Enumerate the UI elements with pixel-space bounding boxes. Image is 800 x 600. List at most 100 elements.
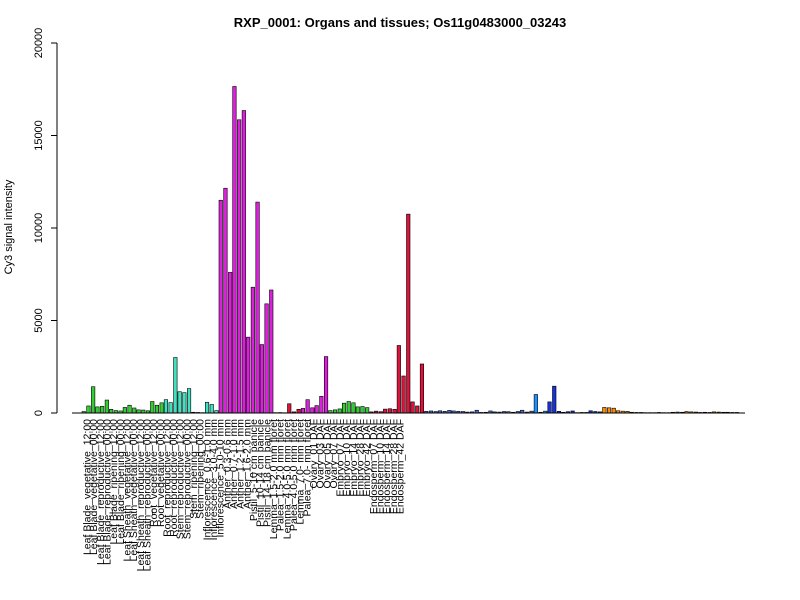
bar bbox=[95, 406, 100, 414]
y-tick-label: 5000 bbox=[33, 308, 45, 332]
x-tick-label: Embryo_42 DAF bbox=[361, 419, 373, 497]
x-tick-label: Stem_ripening_00:00 bbox=[195, 419, 207, 519]
y-tick-label: 10000 bbox=[33, 213, 45, 244]
y-tick-label: 15000 bbox=[33, 120, 45, 151]
x-tick-label: Pistil_10-14 cm panicle bbox=[255, 419, 267, 527]
x-tick-label: Leaf Blade_reproductive_12:00 bbox=[95, 419, 107, 565]
bar bbox=[552, 385, 557, 414]
x-tick-label: Anther_0.3-0.6 mm bbox=[221, 419, 233, 509]
chart-title: RXP_0001: Organs and tissues; Os11g04830… bbox=[234, 15, 566, 30]
bar bbox=[109, 408, 114, 414]
x-tick-label: Embryo_10 DAF bbox=[341, 419, 353, 497]
x-tick-label: Root_vegetative_00:00 bbox=[155, 419, 167, 527]
y-tick-label: 20000 bbox=[33, 28, 45, 59]
x-tick-label: Stem_ripening_12:00 bbox=[188, 419, 200, 519]
x-tick-label: Embryo_14 DAF bbox=[348, 419, 360, 497]
x-tick-label: Root_reproductive_00:00 bbox=[168, 419, 180, 537]
bar bbox=[237, 119, 242, 414]
bar bbox=[228, 272, 233, 414]
x-tick-label: Inflorescence_0.6-1.0 mm bbox=[201, 419, 213, 541]
x-tick-label: Pistil_14-18 cm panicle bbox=[261, 419, 273, 527]
bar bbox=[305, 399, 310, 414]
x-tick-label: Inflorescence_3.0-4.0 mm bbox=[208, 419, 220, 541]
bar bbox=[410, 401, 415, 414]
bar bbox=[415, 405, 420, 414]
x-tick-label: Ovary_05 DAF bbox=[321, 419, 333, 488]
bar bbox=[355, 406, 360, 414]
bar bbox=[387, 408, 392, 414]
bar bbox=[187, 388, 192, 414]
bar bbox=[300, 408, 306, 414]
x-tick-label: Embryo_07 DAF bbox=[335, 419, 347, 497]
bar bbox=[341, 402, 347, 414]
bar bbox=[314, 405, 319, 414]
x-tick-label: Ovary_01 DAF bbox=[308, 419, 320, 488]
x-tick-label: Palea_4.0-5.0 mm floret bbox=[288, 419, 300, 531]
bar bbox=[209, 404, 214, 414]
x-tick-label: Leaf Blade_vegetative_12:00 bbox=[82, 419, 94, 555]
bar bbox=[250, 286, 255, 414]
bar bbox=[132, 407, 137, 414]
x-tick-label: Anther_1.2-1.5 mm bbox=[235, 419, 247, 509]
bar bbox=[611, 407, 616, 414]
x-tick-label: Leaf Sheath_reproductive_00:00 bbox=[141, 419, 153, 572]
bar bbox=[419, 363, 425, 414]
bar bbox=[269, 289, 274, 414]
x-tick-label: Anther_0.7-1.0 mm bbox=[228, 419, 240, 509]
bars bbox=[81, 86, 740, 414]
bar bbox=[392, 408, 397, 414]
x-tick-label: Ovary_03 DAF bbox=[315, 419, 327, 488]
x-tick-label: Inflorescence_5.0-10 mm bbox=[215, 419, 227, 538]
bar bbox=[218, 199, 223, 414]
bar bbox=[159, 402, 164, 414]
x-tick-label: Stem_reproductive_12:00 bbox=[175, 419, 187, 539]
bar bbox=[241, 110, 246, 414]
bar bbox=[602, 407, 607, 414]
x-tick-label: Lemma_1.5-2.0 mm floret bbox=[268, 419, 280, 539]
bar bbox=[287, 403, 292, 414]
bar bbox=[346, 401, 351, 414]
x-tick-label: Leaf Blade_reproductive_00:00 bbox=[101, 419, 113, 565]
bar bbox=[533, 394, 538, 414]
bar bbox=[310, 407, 315, 414]
bar bbox=[383, 408, 388, 414]
bar bbox=[163, 399, 168, 414]
bar bbox=[255, 201, 260, 414]
x-tick-label: Stem_reproductive_00:00 bbox=[181, 419, 193, 539]
y-axis-label: Cy3 signal intensity bbox=[3, 179, 15, 274]
bar bbox=[150, 401, 155, 414]
x-tick-label: Leaf Sheath_vegetative_12:00 bbox=[121, 419, 133, 562]
bar bbox=[547, 401, 552, 414]
x-tick-label: Endosperm_28 DAF bbox=[388, 419, 400, 514]
bar bbox=[351, 402, 356, 414]
x-tick-label: Endosperm_10 DAF bbox=[375, 419, 387, 514]
bar bbox=[365, 407, 370, 414]
x-tick-label: Leaf Blade_vegetative_00:00 bbox=[88, 419, 100, 555]
bar bbox=[337, 408, 342, 414]
x-tick-label: Leaf Blade_ripening_00:00 bbox=[115, 419, 127, 545]
x-tick-label: Endosperm_07 DAF bbox=[368, 419, 380, 514]
bar bbox=[168, 402, 173, 414]
x-tick-label: Root_vegetative_12:00 bbox=[148, 419, 160, 527]
x-tick-label: Leaf Sheath_vegetative_00:00 bbox=[128, 419, 140, 562]
x-tick-label: Embryo_28 DAF bbox=[355, 419, 367, 497]
bar bbox=[100, 406, 105, 414]
x-tick-label: Anther_1.6-2.0 mm bbox=[241, 419, 253, 509]
bar bbox=[205, 401, 210, 414]
bar bbox=[122, 407, 127, 414]
bar bbox=[606, 407, 612, 414]
bar bbox=[259, 344, 264, 414]
bar bbox=[396, 345, 401, 414]
bar bbox=[296, 408, 301, 414]
x-tick-label: Palea_1.5-2.0 mm floret bbox=[275, 419, 287, 531]
x-tick-label: Pistil_5-10 cm panicle bbox=[248, 419, 260, 521]
bar bbox=[177, 391, 182, 414]
bar bbox=[91, 386, 96, 414]
bar bbox=[323, 356, 329, 414]
x-tick-label: Endosperm_42 DAF bbox=[395, 419, 407, 514]
bar bbox=[264, 303, 269, 414]
y-tick-label: 0 bbox=[33, 410, 45, 416]
bar bbox=[401, 375, 406, 414]
bar bbox=[246, 336, 251, 414]
